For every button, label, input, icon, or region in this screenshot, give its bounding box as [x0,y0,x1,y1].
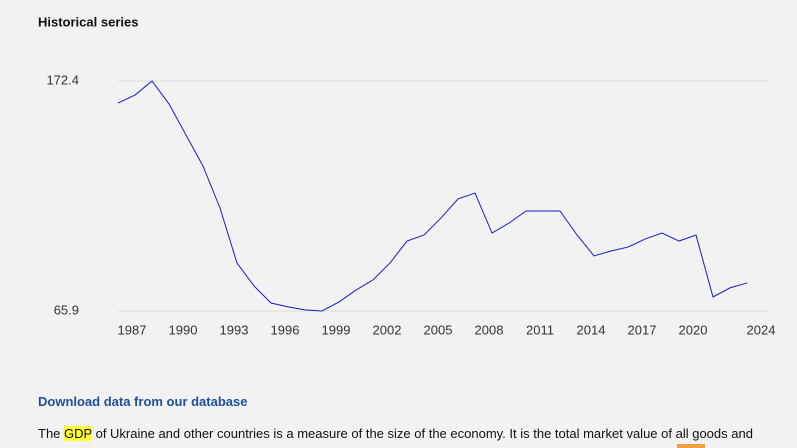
y-tick-label: 65.9 [54,302,79,317]
x-tick-label: 1996 [271,322,300,337]
x-tick-label: 2020 [679,322,708,337]
x-tick-label: 2011 [526,322,554,337]
x-tick-label: 2008 [475,322,504,337]
chart: Historical series 65.9 172.4 1987 1990 1993 1… [38,14,776,337]
x-tick-label: 2005 [424,322,453,337]
x-tick-label: 2002 [373,322,402,337]
highlight: GDP [64,426,92,441]
x-tick-label: 1993 [220,322,249,337]
x-tick-label: 1990 [169,322,198,337]
x-tick-label: 2014 [577,322,606,337]
x-tick-label: 2024 [747,322,776,337]
text: The [38,426,61,441]
x-tick-label: 2017 [628,322,657,337]
badge [677,444,705,448]
chart-title: Historical series [38,14,138,29]
x-tick-label: 1999 [322,322,351,337]
paragraph: The GDP of Ukraine and other countries i… [38,426,753,441]
y-tick-label: 172.4 [46,72,79,87]
text: of Ukraine and other countries is a meas… [95,426,753,441]
x-tick-label: 1987 [118,322,147,337]
download-link[interactable]: Download data from our database [38,394,248,409]
line [117,80,748,312]
